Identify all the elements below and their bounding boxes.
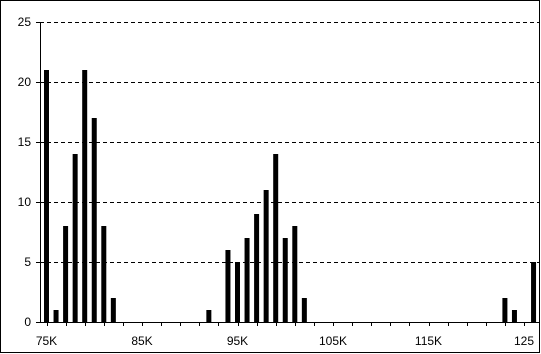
bar — [263, 190, 269, 322]
bar — [282, 238, 288, 322]
bars-group — [44, 70, 537, 322]
bar — [254, 214, 260, 322]
x-tick-labels: 75K 85K 95K 105K 115K 125 — [36, 334, 535, 348]
y-tick-label: 0 — [24, 315, 31, 329]
axes — [36, 22, 540, 326]
bar — [301, 298, 307, 322]
bar — [273, 154, 279, 322]
bar — [511, 310, 517, 322]
bar — [235, 262, 240, 322]
x-tick-label: 105K — [319, 334, 347, 348]
bar — [63, 226, 69, 322]
gridlines — [40, 22, 540, 263]
y-tick-label: 20 — [18, 75, 32, 89]
bar — [206, 310, 212, 322]
x-tick-label: 95K — [227, 334, 248, 348]
x-tick-label: 85K — [131, 334, 152, 348]
bar — [101, 226, 107, 322]
bar — [53, 310, 59, 322]
bar — [91, 118, 97, 322]
bar — [531, 262, 537, 322]
x-tick-label: 75K — [36, 334, 57, 348]
bar — [502, 298, 508, 322]
bar — [110, 298, 116, 322]
bar — [72, 154, 78, 322]
y-tick-label: 25 — [18, 15, 32, 29]
bar — [225, 250, 231, 322]
bar — [44, 70, 49, 322]
bar — [82, 70, 88, 322]
x-tick-label: 115K — [415, 334, 442, 348]
x-tick-label: 125 — [514, 334, 534, 348]
y-tick-label: 10 — [18, 195, 32, 209]
y-tick-label: 15 — [18, 135, 32, 149]
y-tick-label: 5 — [24, 255, 31, 269]
bar — [292, 226, 298, 322]
y-tick-labels: 0 5 10 15 20 25 — [18, 15, 32, 329]
bar — [244, 238, 250, 322]
